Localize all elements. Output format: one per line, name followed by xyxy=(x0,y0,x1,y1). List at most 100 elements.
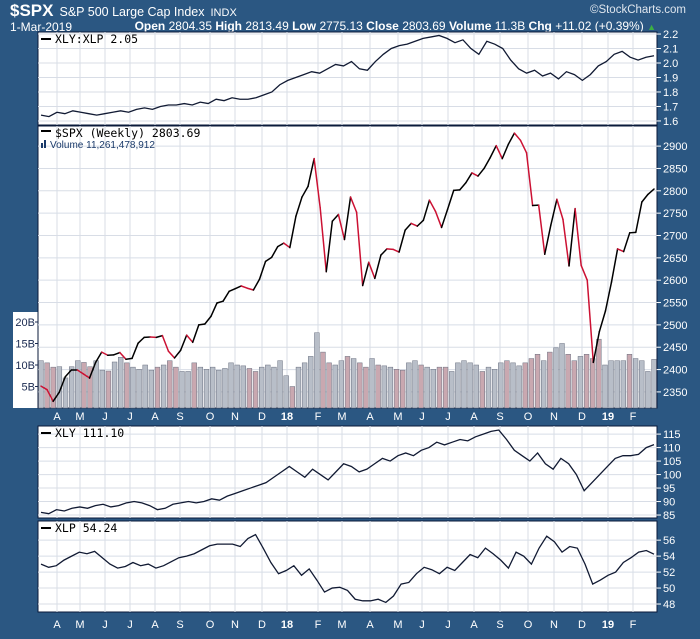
price-segment xyxy=(94,351,103,364)
price-segment xyxy=(513,132,522,142)
volume-bar xyxy=(479,371,486,409)
y-tick-label: 50 xyxy=(663,583,675,595)
volume-bar xyxy=(197,366,204,409)
y-tick-label: 1.7 xyxy=(663,101,678,113)
series-line xyxy=(40,429,655,515)
volume-bar xyxy=(608,360,614,409)
volume-bar xyxy=(179,371,185,409)
volume-bar xyxy=(308,356,314,409)
price-segment xyxy=(507,132,516,146)
x-axis-label-bottom: D xyxy=(258,619,266,631)
y-tick-label: 1.6 xyxy=(663,116,678,128)
price-segment xyxy=(222,290,230,302)
price-segment xyxy=(100,351,109,357)
y-tick-label: 2600 xyxy=(663,275,687,287)
price-segment xyxy=(264,256,273,263)
legend-volume: Volume 11,261,478,912 xyxy=(50,140,155,151)
price-segment xyxy=(270,245,279,259)
price-segment xyxy=(392,248,400,253)
volume-bar xyxy=(577,356,584,409)
price-segment xyxy=(289,215,297,249)
volume-label: Volume xyxy=(448,19,492,33)
x-axis-label-mid: O xyxy=(524,411,533,423)
volume-bar xyxy=(69,366,75,409)
brand-logo[interactable]: ©StockCharts.com xyxy=(589,4,686,16)
x-axis-label-mid: O xyxy=(206,411,215,423)
price-segment xyxy=(331,213,340,222)
price-segment xyxy=(562,218,570,267)
x-axis-label-mid: J xyxy=(127,411,133,423)
price-segment xyxy=(465,172,473,184)
price-segment xyxy=(489,144,497,159)
symbol: $SPX xyxy=(10,1,54,20)
y-tick-label: 110 xyxy=(663,443,681,455)
x-axis-label-bottom: O xyxy=(524,619,533,631)
price-segment xyxy=(544,224,552,256)
y-tick-label: 2.1 xyxy=(663,44,678,56)
volume-bar xyxy=(216,369,222,409)
price-segment xyxy=(46,388,54,403)
y-tick-label: 56 xyxy=(663,535,675,547)
volume-bar xyxy=(510,362,516,409)
x-axis-label-mid: D xyxy=(258,411,266,423)
volume-bar xyxy=(645,371,651,409)
x-axis-label-mid: M xyxy=(75,411,84,423)
price-segment xyxy=(501,143,510,160)
volume-bar xyxy=(583,354,590,409)
price-segment xyxy=(380,248,388,256)
volume-bar xyxy=(553,347,559,409)
price-segment xyxy=(355,211,364,287)
volume-bar xyxy=(350,358,357,409)
x-axis-label-mid: 18 xyxy=(281,411,293,423)
price-segment xyxy=(635,201,643,234)
open-value: 2804.35 xyxy=(168,19,212,33)
volume-value: 11.3B xyxy=(494,19,526,33)
title-row: $SPX S&P 500 Large Cap Index INDX xyxy=(10,1,237,21)
y-tick-label: 2450 xyxy=(663,342,687,354)
price-segment xyxy=(592,330,601,364)
price-segment xyxy=(622,232,631,253)
legend-line-icon xyxy=(41,130,51,132)
volume-bar xyxy=(234,364,240,409)
price-segment xyxy=(361,261,370,287)
x-axis-label-bottom: F xyxy=(630,619,637,631)
price-segment xyxy=(367,261,376,280)
x-axis-label-bottom: J xyxy=(445,619,451,631)
price-segment xyxy=(252,278,261,291)
price-segment xyxy=(131,342,139,360)
price-segment xyxy=(113,351,121,356)
panel-3 xyxy=(37,520,658,613)
open-label: Open xyxy=(134,19,166,33)
volume-bar xyxy=(222,368,228,409)
volume-tick-label: 10B xyxy=(15,360,35,372)
x-axis-label-mid: J xyxy=(102,411,108,423)
y-tick-label: 54 xyxy=(663,551,675,563)
price-segment xyxy=(210,302,218,318)
volume-bar xyxy=(541,360,547,409)
legend-2: XLY 111.10 xyxy=(55,426,124,440)
price-segment xyxy=(82,373,91,379)
volume-bar xyxy=(449,371,455,409)
price-segment xyxy=(446,189,455,210)
price-segment xyxy=(616,248,625,253)
price-segment xyxy=(349,196,358,214)
price-segment xyxy=(88,361,97,379)
x-axis-label-bottom: 19 xyxy=(602,619,614,631)
volume-bar xyxy=(620,360,627,409)
volume-tick-label: 15B xyxy=(15,339,35,351)
x-axis-label-bottom: A xyxy=(151,619,159,631)
y-tick-label: 1.8 xyxy=(663,87,678,99)
chg-value: +11.02 (+0.39%) xyxy=(555,19,644,33)
volume-bar xyxy=(387,366,394,409)
volume-bar xyxy=(160,364,167,409)
volume-bar xyxy=(590,358,596,409)
chg-label: Chg xyxy=(528,19,552,33)
low-value: 2775.13 xyxy=(319,19,363,33)
volume-bar xyxy=(418,364,424,409)
x-axis-label-mid: F xyxy=(315,411,322,423)
x-axis-label-mid: A xyxy=(151,411,159,423)
y-tick-label: 90 xyxy=(663,497,675,509)
price-segment xyxy=(537,204,546,256)
y-tick-label: 85 xyxy=(663,510,675,522)
